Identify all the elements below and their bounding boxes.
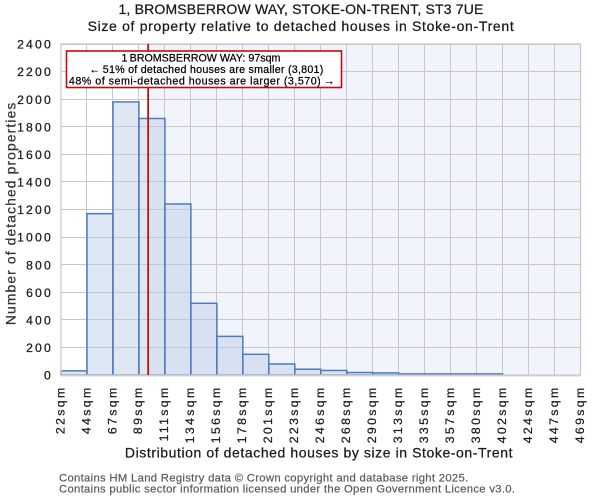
svg-text:201sqm: 201sqm bbox=[261, 385, 275, 443]
svg-text:48% of semi-detached houses ar: 48% of semi-detached houses are larger (… bbox=[69, 76, 335, 88]
svg-text:223sqm: 223sqm bbox=[287, 385, 301, 443]
svg-text:178sqm: 178sqm bbox=[235, 385, 249, 443]
svg-text:1400: 1400 bbox=[17, 176, 53, 190]
svg-text:313sqm: 313sqm bbox=[391, 385, 405, 443]
svg-text:89sqm: 89sqm bbox=[131, 385, 145, 434]
svg-text:2400: 2400 bbox=[17, 38, 53, 52]
svg-text:469sqm: 469sqm bbox=[573, 385, 587, 443]
svg-text:Contains public sector informa: Contains public sector information licen… bbox=[59, 483, 515, 495]
svg-text:Number of detached properties: Number of detached properties bbox=[4, 102, 19, 326]
svg-text:← 51% of detached houses are s: ← 51% of detached houses are smaller (3,… bbox=[89, 64, 323, 76]
svg-text:357sqm: 357sqm bbox=[443, 385, 457, 443]
svg-text:0: 0 bbox=[44, 369, 53, 383]
svg-text:Size of property relative to d: Size of property relative to detached ho… bbox=[88, 18, 515, 34]
svg-text:134sqm: 134sqm bbox=[183, 385, 197, 443]
svg-text:402sqm: 402sqm bbox=[495, 385, 509, 443]
svg-text:1 BROMSBERROW WAY: 97sqm: 1 BROMSBERROW WAY: 97sqm bbox=[122, 53, 281, 65]
svg-text:380sqm: 380sqm bbox=[469, 385, 483, 443]
svg-text:156sqm: 156sqm bbox=[209, 385, 223, 443]
svg-text:1200: 1200 bbox=[17, 203, 53, 217]
svg-text:Contains HM Land Registry data: Contains HM Land Registry data © Crown c… bbox=[59, 473, 469, 485]
svg-text:67sqm: 67sqm bbox=[105, 385, 119, 434]
svg-text:1600: 1600 bbox=[17, 148, 53, 162]
svg-text:1800: 1800 bbox=[17, 120, 53, 134]
svg-text:1000: 1000 bbox=[17, 231, 53, 245]
svg-text:246sqm: 246sqm bbox=[313, 385, 327, 443]
svg-text:2000: 2000 bbox=[17, 93, 53, 107]
svg-text:111sqm: 111sqm bbox=[157, 385, 171, 441]
svg-text:447sqm: 447sqm bbox=[547, 385, 561, 443]
svg-text:1, BROMSBERROW WAY, STOKE-ON-T: 1, BROMSBERROW WAY, STOKE-ON-TRENT, ST3 … bbox=[118, 1, 483, 17]
svg-text:800: 800 bbox=[26, 258, 53, 272]
svg-text:200: 200 bbox=[26, 341, 53, 355]
svg-text:268sqm: 268sqm bbox=[339, 385, 353, 443]
svg-text:600: 600 bbox=[26, 286, 53, 300]
svg-text:424sqm: 424sqm bbox=[521, 385, 535, 443]
svg-text:Distribution of detached house: Distribution of detached houses by size … bbox=[125, 444, 513, 460]
svg-text:2200: 2200 bbox=[17, 65, 53, 79]
svg-text:335sqm: 335sqm bbox=[417, 385, 431, 443]
svg-text:400: 400 bbox=[26, 313, 53, 327]
svg-text:290sqm: 290sqm bbox=[365, 385, 379, 443]
svg-text:44sqm: 44sqm bbox=[79, 385, 93, 434]
svg-text:22sqm: 22sqm bbox=[53, 385, 67, 434]
